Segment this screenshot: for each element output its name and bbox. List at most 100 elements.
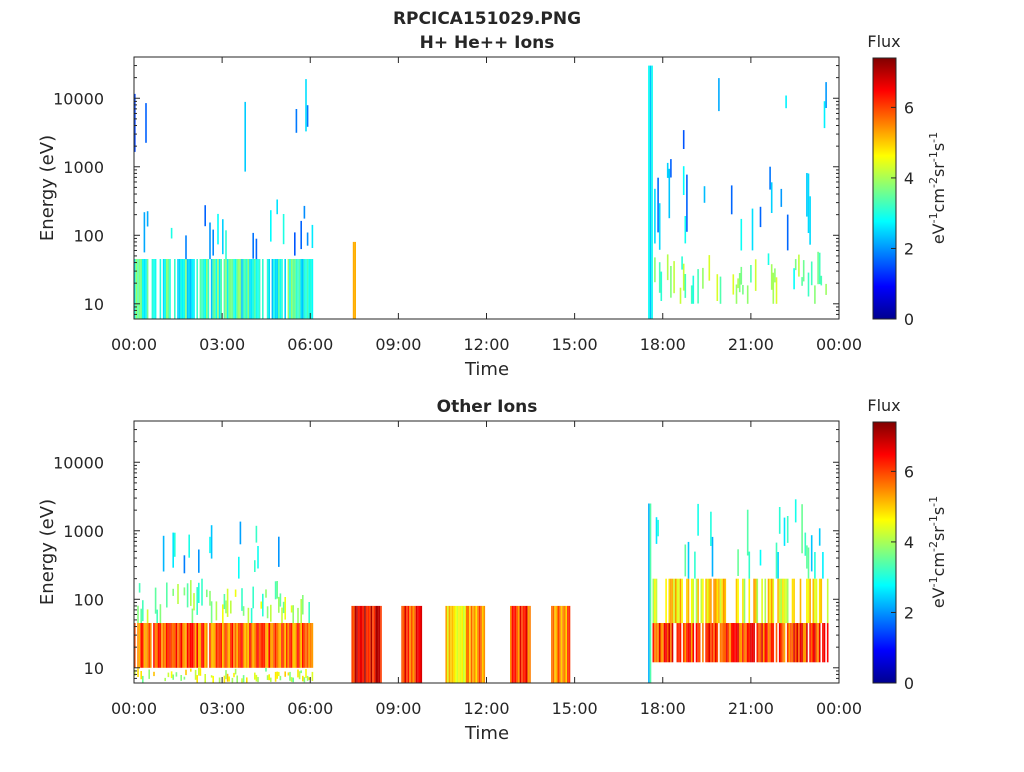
x-tick-label: 21:00 — [728, 699, 774, 718]
heatmap-cell — [276, 671, 278, 679]
heatmap-cell — [209, 623, 211, 668]
heatmap-cell — [758, 623, 760, 663]
heatmap-cell — [135, 259, 138, 319]
heatmap-cell — [154, 259, 157, 319]
heatmap-cell — [134, 669, 136, 676]
heatmap-cell — [247, 259, 250, 319]
heatmap-cell — [756, 578, 759, 624]
heatmap-cell — [244, 259, 246, 319]
heatmap-cell — [790, 623, 792, 663]
heatmap-cell — [206, 259, 208, 319]
heatmap-cell — [404, 605, 407, 683]
heatmap-cell — [282, 601, 285, 614]
heatmap-cell — [242, 623, 245, 668]
heatmap-cell — [710, 623, 712, 663]
heatmap-cell — [742, 285, 744, 295]
heatmap-cell — [218, 259, 221, 319]
heatmap-cell — [276, 623, 278, 668]
heatmap-cell — [210, 623, 213, 668]
heatmap-cell — [250, 623, 253, 668]
heatmap-cell — [695, 623, 698, 663]
heatmap-cell — [220, 259, 222, 319]
heatmap-cell — [777, 552, 779, 579]
heatmap-cell — [778, 507, 781, 534]
heatmap-cell — [306, 232, 309, 246]
heatmap-cell — [668, 623, 671, 663]
heatmap-cell — [818, 623, 821, 663]
heatmap-cell — [649, 65, 652, 319]
heatmap-cell — [652, 578, 655, 624]
heatmap-cell — [297, 259, 299, 319]
heatmap-cell — [255, 259, 258, 319]
x-tick-label: 03:00 — [199, 335, 245, 354]
heatmap-cell — [162, 623, 165, 668]
heatmap-cell — [511, 605, 514, 683]
heatmap-cell — [238, 623, 240, 668]
heatmap-cell — [138, 259, 141, 319]
heatmap-cell — [692, 623, 695, 663]
heatmap-cell — [670, 159, 672, 178]
heatmap-cell — [217, 623, 219, 668]
x-tick-label: 03:00 — [199, 699, 245, 718]
heatmap-cell — [310, 623, 312, 668]
heatmap-cell — [767, 578, 770, 624]
heatmap-cell — [658, 623, 661, 663]
heatmap-cell — [170, 671, 173, 679]
heatmap-cell — [300, 670, 302, 674]
heatmap-cell — [375, 605, 377, 683]
heatmap-cell — [361, 605, 363, 683]
heatmap-cell — [210, 259, 213, 319]
heatmap-cell — [145, 103, 147, 143]
heatmap-cell — [697, 503, 699, 536]
heatmap-cell — [807, 173, 810, 233]
heatmap-cell — [697, 269, 699, 304]
heatmap-cell — [788, 623, 791, 663]
heatmap-cell — [159, 259, 162, 319]
heatmap-cell — [807, 547, 810, 579]
heatmap-cell — [201, 578, 203, 606]
heatmap-cell — [262, 593, 264, 617]
heatmap-cell — [791, 623, 794, 663]
heatmap-cell — [793, 623, 795, 663]
heatmap-cell — [231, 677, 234, 683]
heatmap-cell — [825, 283, 827, 295]
heatmap-cell — [180, 259, 182, 319]
heatmap-cell — [287, 623, 290, 668]
heatmap-cell — [289, 671, 291, 681]
heatmap-cell — [182, 623, 184, 668]
heatmap-cell — [292, 623, 294, 668]
heatmap-cell — [190, 259, 192, 319]
heatmap-cell — [814, 623, 816, 663]
heatmap-cell — [138, 623, 141, 668]
panel-other-ions: Other Ions 00:00 03:00 06:00 09:00 12:00 15:0… — [37, 396, 948, 744]
heatmap-cell — [655, 578, 658, 624]
heatmap-cell — [190, 668, 192, 672]
heatmap-cell — [817, 251, 819, 285]
heatmap-cell — [775, 277, 778, 304]
heatmap-cell — [657, 623, 659, 663]
heatmap-cell — [365, 605, 368, 683]
heatmap-cell — [207, 259, 210, 319]
heatmap-cell — [241, 623, 243, 668]
heatmap-cell — [684, 216, 687, 244]
heatmap-cell — [178, 623, 181, 668]
heatmap-cell — [407, 605, 410, 683]
heatmap-cell — [290, 605, 293, 613]
heatmap-cell — [801, 504, 803, 554]
heatmap-cell — [284, 623, 286, 668]
figure-file-title: RPCICA151029.PNG — [393, 9, 581, 29]
heatmap-cell — [254, 560, 256, 572]
heatmap-cell — [418, 605, 421, 683]
heatmap-cell — [142, 600, 144, 622]
heatmap-cell — [794, 623, 797, 663]
heatmap-cell — [775, 542, 778, 579]
heatmap-cell — [692, 275, 695, 304]
heatmap-cell — [526, 605, 528, 683]
heatmap-cell — [560, 605, 563, 683]
heatmap-cell — [820, 578, 823, 624]
heatmap-cell — [740, 266, 743, 285]
heatmap-cell — [231, 623, 234, 668]
heatmap-cell — [236, 623, 238, 668]
heatmap-cell — [295, 259, 298, 319]
